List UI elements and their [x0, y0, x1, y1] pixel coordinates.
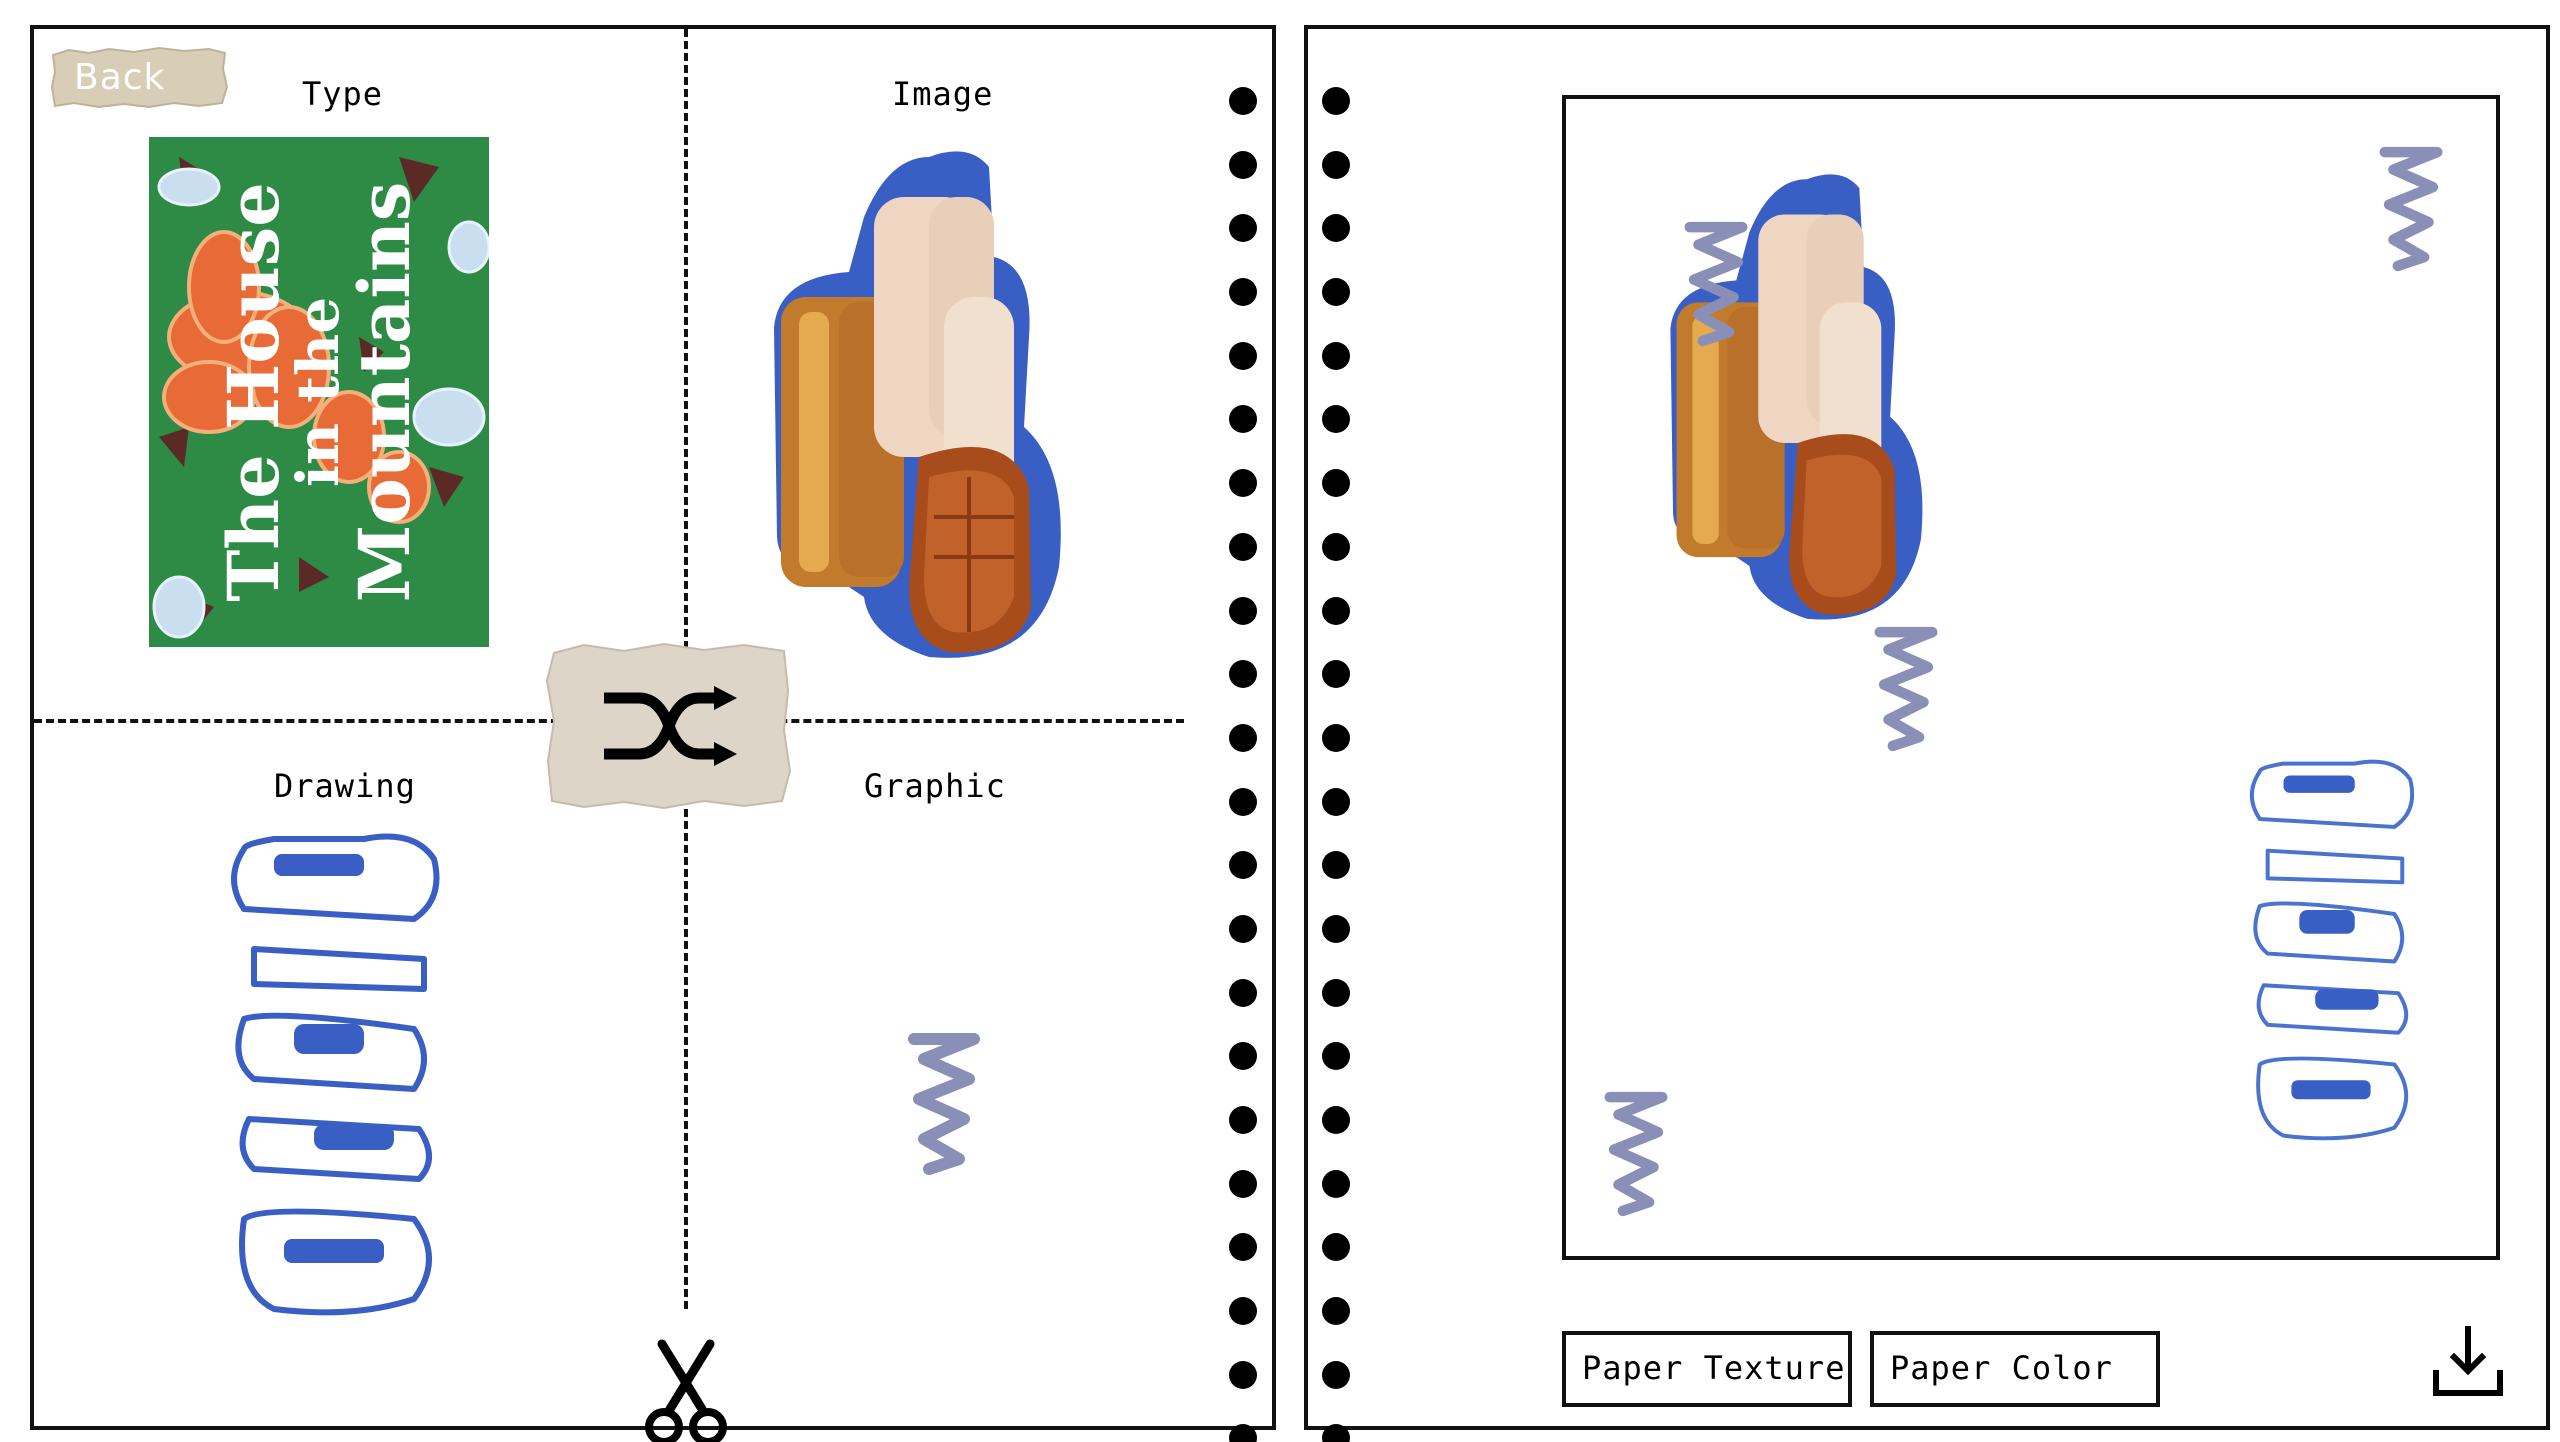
download-button[interactable]	[2430, 1321, 2506, 1401]
canvas-squiggle[interactable]	[1681, 214, 1751, 354]
binding-dot	[1322, 660, 1350, 689]
binding-dots-left	[1229, 87, 1259, 1442]
binding-dot	[1229, 723, 1257, 752]
binding-dot	[1322, 150, 1350, 179]
binding-dot	[1322, 1424, 1350, 1442]
binding-dot	[1322, 1169, 1350, 1198]
shuffle-button[interactable]	[544, 641, 794, 811]
type-quadrant-label: Type	[302, 75, 384, 113]
binding-dot	[1229, 341, 1257, 370]
paper-texture-label: Paper Texture	[1582, 1349, 1846, 1387]
paper-texture-button[interactable]: Paper Texture	[1562, 1331, 1852, 1407]
binding-dot	[1229, 532, 1257, 561]
binding-dot	[1322, 1042, 1350, 1071]
book-title-line-2: in the	[284, 296, 353, 488]
collage-source-panel: Back Type Image Drawing Graphic	[30, 25, 1276, 1442]
binding-dot	[1322, 532, 1350, 561]
image-sofa-cutout[interactable]	[769, 137, 1099, 677]
binding-dot	[1229, 1042, 1257, 1071]
binding-dot	[1322, 1233, 1350, 1262]
binding-dot	[1322, 787, 1350, 816]
binding-dot	[1322, 596, 1350, 625]
shuffle-icon	[604, 686, 737, 766]
canvas-sofa-cutout[interactable]	[1666, 159, 1956, 639]
binding-dot	[1322, 341, 1350, 370]
binding-dot	[1229, 1297, 1257, 1326]
canvas-squiggle[interactable]	[1871, 619, 1941, 759]
binding-dot	[1229, 214, 1257, 243]
binding-dots-right	[1322, 87, 1352, 1442]
canvas-squiggle[interactable]	[1601, 1084, 1671, 1224]
binding-dot	[1229, 87, 1257, 115]
binding-dot	[1322, 723, 1350, 752]
binding-dot	[1322, 978, 1350, 1007]
binding-dot	[1229, 1169, 1257, 1198]
binding-dot	[1229, 851, 1257, 880]
download-icon	[2433, 1326, 2503, 1396]
graphic-quadrant-label: Graphic	[864, 767, 1006, 805]
book-title-line-3: Mountains	[342, 181, 426, 603]
binding-dot	[1229, 1360, 1257, 1389]
binding-dot	[1322, 914, 1350, 943]
type-book-cover[interactable]: The House in the Mountains	[149, 137, 489, 647]
binding-dot	[1229, 150, 1257, 179]
back-button[interactable]: Back	[49, 47, 229, 109]
binding-dot	[1322, 214, 1350, 243]
book-title-line-1: The House	[212, 182, 296, 602]
back-button-label: Back	[74, 57, 166, 98]
paper-color-button[interactable]: Paper Color	[1870, 1331, 2160, 1407]
binding-dot	[1229, 596, 1257, 625]
binding-dot	[1229, 405, 1257, 434]
binding-dot	[1322, 1297, 1350, 1326]
collage-composition-panel: Paper Texture Paper Color	[1304, 25, 2550, 1442]
binding-dot	[1322, 1106, 1350, 1134]
embroidery-pattern	[149, 137, 489, 647]
image-quadrant-label: Image	[892, 75, 994, 113]
binding-dot	[1229, 1424, 1257, 1442]
graphic-squiggle[interactable]	[904, 1029, 984, 1179]
binding-dot	[1229, 787, 1257, 816]
binding-dot	[1322, 469, 1350, 498]
paper-color-label: Paper Color	[1890, 1349, 2113, 1387]
binding-dot	[1322, 87, 1350, 115]
scissors-icon	[645, 1339, 727, 1442]
book-title-block: The House in the Mountains	[212, 137, 426, 647]
collage-canvas[interactable]	[1562, 95, 2500, 1260]
binding-dot	[1322, 851, 1350, 880]
binding-dot	[1229, 1233, 1257, 1262]
binding-dot	[1322, 405, 1350, 434]
binding-dot	[1229, 978, 1257, 1007]
drawing-quadrant-label: Drawing	[274, 767, 416, 805]
torn-paper-background	[50, 47, 229, 109]
binding-dot	[1322, 278, 1350, 307]
binding-dot	[1229, 660, 1257, 689]
binding-dot	[1229, 1106, 1257, 1134]
canvas-blue-lettering[interactable]	[2236, 709, 2426, 1214]
canvas-squiggle[interactable]	[2376, 139, 2446, 279]
binding-dot	[1229, 914, 1257, 943]
drawing-blue-lettering[interactable]	[214, 819, 454, 1359]
binding-dot	[1229, 278, 1257, 307]
binding-dot	[1322, 1360, 1350, 1389]
binding-dot	[1229, 469, 1257, 498]
